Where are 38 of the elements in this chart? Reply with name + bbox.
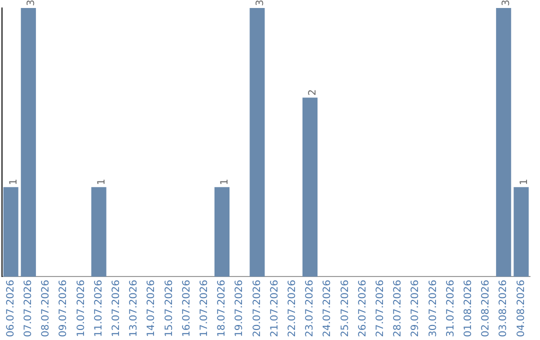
x-tick-label: 12.07.2026	[110, 280, 122, 338]
x-tick-label: 30.07.2026	[428, 280, 439, 338]
data-label: 3	[501, 0, 512, 6]
x-tick-label: 03.08.2026	[498, 280, 510, 338]
x-tick-label: 23.07.2026	[304, 280, 316, 338]
x-tick-label: 01.08.2026	[462, 280, 474, 338]
x-tick-label: 15.07.2026	[164, 280, 175, 338]
x-tick-label: 14.07.2026	[146, 280, 158, 338]
x-tick-label: 02.08.2026	[480, 280, 492, 338]
x-tick-label: 28.07.2026	[392, 280, 404, 338]
x-tick-label: 18.07.2026	[216, 280, 228, 338]
x-tick-label: 24.07.2026	[322, 280, 334, 338]
x-tick-label: 20.07.2026	[252, 280, 263, 338]
data-label: 3	[26, 0, 37, 6]
data-label: 1	[8, 178, 20, 186]
x-tick-label: 26.07.2026	[357, 280, 368, 338]
x-tick-label: 31.07.2026	[445, 280, 456, 338]
x-tick-label: 09.07.2026	[58, 280, 70, 338]
data-label: 1	[220, 178, 231, 186]
x-tick-label: 08.07.2026	[40, 280, 52, 338]
x-tick-label: 22.07.2026	[286, 280, 298, 338]
x-tick-label: 16.07.2026	[181, 280, 192, 338]
x-tick-label: 13.07.2026	[128, 280, 140, 338]
x-tick-label: 04.08.2026	[516, 280, 527, 338]
x-tick-label: 19.07.2026	[234, 280, 246, 338]
x-tick-label: 25.07.2026	[340, 280, 351, 338]
x-tick-label: 21.07.2026	[269, 280, 280, 338]
x-tick-label: 27.07.2026	[374, 280, 386, 338]
data-label: 1	[518, 178, 530, 186]
x-tick-label: 11.07.2026	[93, 280, 104, 338]
x-tick-label: 07.07.2026	[22, 280, 34, 338]
x-tick-label: 10.07.2026	[76, 280, 87, 338]
x-tick-label: 29.07.2026	[410, 280, 422, 338]
data-label: 2	[308, 89, 319, 96]
data-label: 1	[96, 178, 108, 186]
x-tick-label: 06.07.2026	[5, 280, 16, 338]
data-label: 3	[254, 0, 266, 6]
x-tick-label: 17.07.2026	[198, 280, 210, 338]
